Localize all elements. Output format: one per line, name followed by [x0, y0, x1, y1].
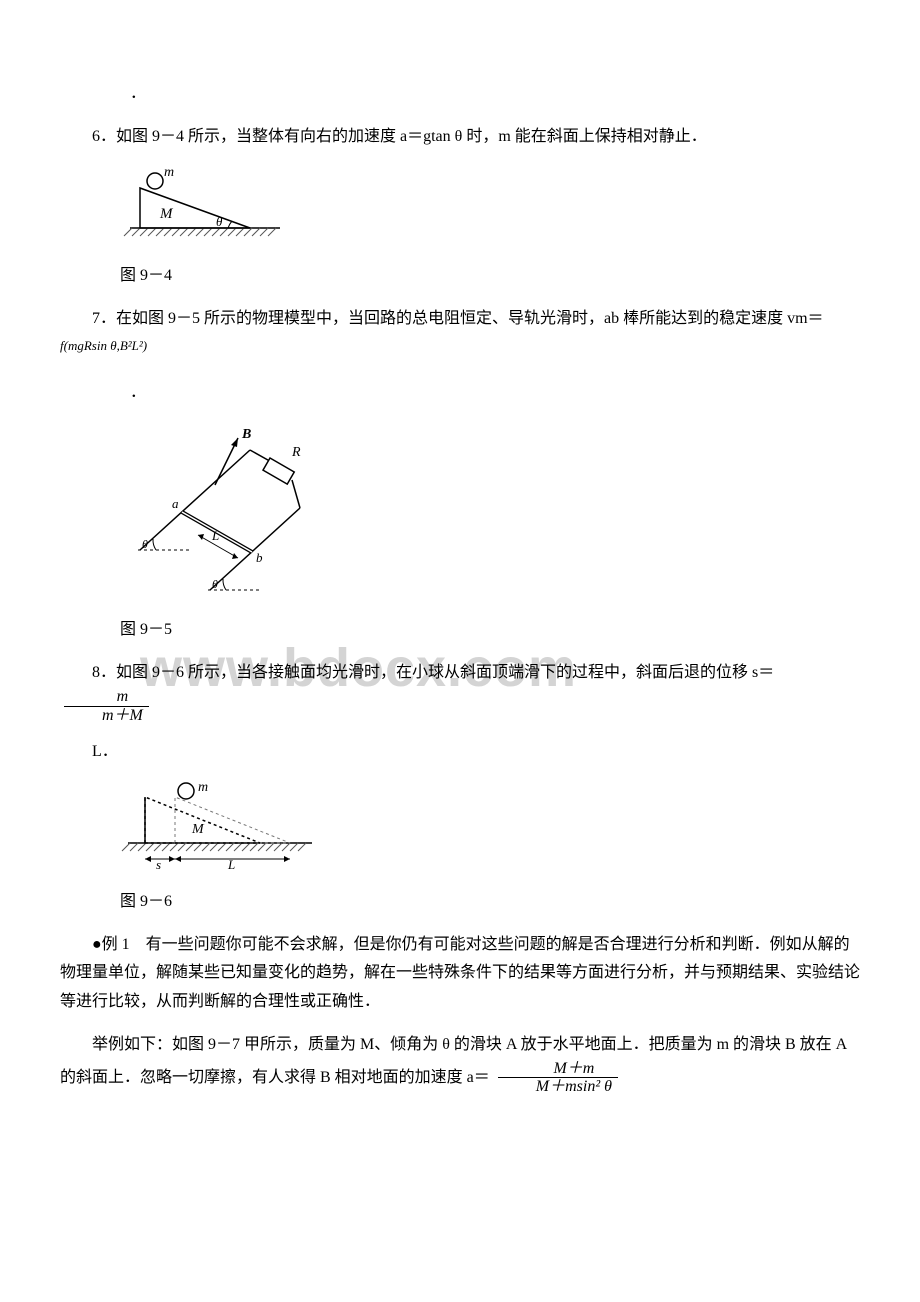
p8-frac-den: m＋M — [64, 707, 149, 725]
svg-text:M: M — [191, 822, 205, 837]
paragraph-7: 7．在如图 9－5 所示的物理模型中，当回路的总电阻恒定、导轨光滑时，ab 棒所… — [60, 305, 860, 365]
paragraph-8-fraction: m m＋M — [64, 688, 149, 724]
figure-9-4: m M θ — [120, 166, 860, 257]
figure-9-5-label: 图 9－5 — [120, 616, 860, 645]
paragraph-8: 8．如图 9－6 所示，当各接触面均光滑时，在小球从斜面顶端滑下的过程中，斜面后… — [60, 659, 860, 724]
page-content: ． 6．如图 9－4 所示，当整体有向右的加速度 a＝gtan θ 时，m 能在… — [60, 80, 860, 1096]
ex2-frac-den: M＋msin² θ — [498, 1078, 618, 1096]
example-1: ●例 1 有一些问题你可能不会求解，但是你仍有可能对这些问题的解是否合理进行分析… — [60, 931, 860, 1017]
svg-text:s: s — [156, 857, 161, 871]
svg-text:b: b — [256, 550, 263, 565]
paragraph-7-formula: f(mgRsin θ,B²L²) — [60, 338, 147, 353]
figure-9-5: θ θ a b L B R — [120, 420, 860, 611]
example-1-fraction: M＋m M＋msin² θ — [498, 1060, 618, 1096]
figure-9-6: m M s L — [120, 781, 860, 882]
example-1-p2-text: 举例如下：如图 9－7 甲所示，质量为 M、倾角为 θ 的滑块 A 放于水平地面… — [60, 1036, 846, 1086]
p8-frac-num: m — [64, 688, 149, 707]
svg-text:R: R — [291, 445, 301, 460]
top-dot: ． — [130, 80, 860, 109]
fig94-M: M — [159, 206, 174, 222]
svg-text:m: m — [198, 781, 208, 795]
example-1-p2: 举例如下：如图 9－7 甲所示，质量为 M、倾角为 θ 的滑块 A 放于水平地面… — [60, 1031, 860, 1096]
svg-text:L: L — [211, 528, 219, 543]
figure-9-6-label: 图 9－6 — [120, 888, 860, 917]
fig94-theta: θ — [216, 214, 223, 229]
svg-text:L: L — [227, 857, 235, 871]
paragraph-8-text-a: 8．如图 9－6 所示，当各接触面均光滑时，在小球从斜面顶端滑下的过程中，斜面后… — [92, 664, 774, 681]
paragraph-7-text: 7．在如图 9－5 所示的物理模型中，当回路的总电阻恒定、导轨光滑时，ab 棒所… — [92, 310, 824, 327]
ex2-frac-num: M＋m — [498, 1060, 618, 1079]
p7-dot: ． — [130, 379, 860, 408]
paragraph-6: 6．如图 9－4 所示，当整体有向右的加速度 a＝gtan θ 时，m 能在斜面… — [60, 123, 860, 152]
fig94-m: m — [164, 166, 174, 180]
svg-text:a: a — [172, 496, 179, 511]
paragraph-8b: L． — [60, 738, 860, 767]
figure-9-4-label: 图 9－4 — [120, 262, 860, 291]
svg-text:B: B — [241, 427, 251, 442]
